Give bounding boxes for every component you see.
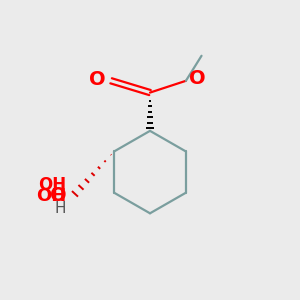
Text: O: O: [50, 186, 67, 205]
Text: O: O: [89, 70, 106, 89]
Text: OH: OH: [36, 187, 67, 205]
Text: O: O: [190, 69, 206, 88]
Text: H: H: [55, 201, 66, 216]
Text: OH: OH: [38, 176, 66, 194]
